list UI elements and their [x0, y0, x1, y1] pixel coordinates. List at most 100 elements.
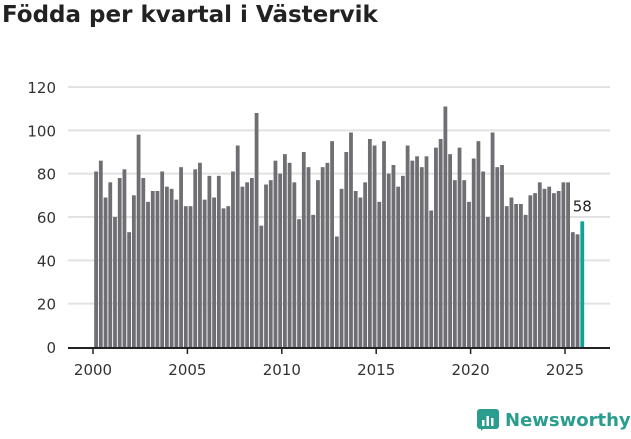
- bar: [283, 154, 287, 347]
- bar: [490, 132, 495, 347]
- bar: [434, 147, 438, 347]
- y-tick-label: 80: [37, 166, 56, 184]
- bar: [500, 165, 504, 347]
- bar: [103, 197, 108, 347]
- x-tick-label: 2010: [263, 361, 301, 379]
- bar: [523, 214, 528, 347]
- bar: [198, 162, 202, 347]
- x-tick-label: 2015: [357, 361, 395, 379]
- bar: [301, 152, 306, 347]
- bar: [424, 156, 429, 347]
- bar: [108, 182, 113, 347]
- x-tick-label: 2025: [546, 361, 584, 379]
- bar: [113, 217, 117, 347]
- bar: [495, 167, 500, 347]
- bar: [245, 182, 250, 347]
- bar: [122, 169, 127, 347]
- bar: [292, 182, 297, 347]
- bar: [273, 160, 278, 347]
- bar: [391, 165, 396, 347]
- y-tick-label: 120: [27, 79, 56, 97]
- bar: [268, 180, 273, 347]
- bar: [169, 188, 174, 347]
- bar: [231, 171, 235, 347]
- y-tick-label: 0: [46, 339, 56, 357]
- bar: [547, 186, 552, 347]
- bar: [556, 191, 561, 347]
- bar: [471, 158, 476, 347]
- bar: [221, 208, 226, 347]
- bar: [533, 193, 537, 347]
- bar: [575, 234, 580, 347]
- bar: [382, 141, 386, 347]
- bar: [410, 160, 415, 347]
- bar: [514, 204, 519, 347]
- bar: [334, 236, 339, 347]
- newsworthy-logo-icon: [477, 409, 499, 431]
- bar: [509, 197, 514, 347]
- bar: [183, 206, 188, 347]
- newsworthy-logo-text: Newsworthy: [505, 409, 631, 431]
- bar: [377, 201, 382, 347]
- bar: [353, 191, 358, 347]
- bar: [136, 134, 141, 347]
- bar: [202, 199, 207, 347]
- newsworthy-logo: Newsworthy: [476, 408, 631, 432]
- bar: [141, 178, 146, 347]
- bar: [131, 195, 136, 347]
- bar: [415, 156, 419, 347]
- x-tick-label: 2005: [168, 361, 206, 379]
- bar: [226, 206, 231, 347]
- bar: [193, 169, 198, 347]
- bar: [344, 152, 349, 347]
- bar: [570, 232, 575, 347]
- bar: [457, 147, 462, 347]
- bar: [528, 195, 533, 347]
- x-tick-label: 2000: [74, 361, 112, 379]
- highlighted-bar: [580, 221, 585, 347]
- bar: [117, 178, 122, 347]
- bar: [485, 217, 490, 347]
- bar: [349, 132, 353, 347]
- bar: [297, 219, 301, 347]
- bar: [94, 171, 98, 347]
- bar: [311, 214, 316, 347]
- bar: [396, 186, 401, 347]
- x-tick-label: 2020: [452, 361, 490, 379]
- bar: [443, 106, 448, 347]
- bar: [372, 145, 377, 347]
- bar: [448, 154, 452, 347]
- bar: [339, 188, 344, 347]
- bar: [188, 206, 193, 347]
- bar: [249, 178, 254, 347]
- bar: [320, 167, 325, 347]
- bar: [165, 186, 169, 347]
- bar: [254, 113, 259, 347]
- bar: [306, 167, 311, 347]
- chart-title: Födda per kvartal i Västervik: [2, 2, 378, 28]
- y-tick-label: 20: [37, 296, 56, 314]
- bar: [386, 173, 391, 347]
- bar: [316, 180, 320, 347]
- bar: [429, 210, 434, 347]
- bar: [325, 162, 330, 347]
- bar: [179, 167, 183, 347]
- bar: [476, 141, 481, 347]
- y-tick-label: 60: [37, 209, 56, 227]
- bar-chart: 0 20 40 60 80 100 120 2000 2005 2010 2015 2020 2025 5…: [27, 79, 610, 379]
- bar: [452, 180, 457, 347]
- bar: [405, 145, 410, 347]
- bar: [504, 206, 509, 347]
- bar: [98, 160, 103, 347]
- bar: [462, 180, 467, 347]
- bar: [207, 175, 212, 347]
- bar: [155, 191, 160, 347]
- bar: [542, 188, 547, 347]
- bar: [146, 201, 150, 347]
- bar: [552, 193, 556, 347]
- y-tick-label: 40: [37, 252, 56, 270]
- bar: [401, 175, 405, 347]
- bar: [240, 186, 245, 347]
- bar: [537, 182, 542, 347]
- y-tick-label: 100: [27, 122, 56, 140]
